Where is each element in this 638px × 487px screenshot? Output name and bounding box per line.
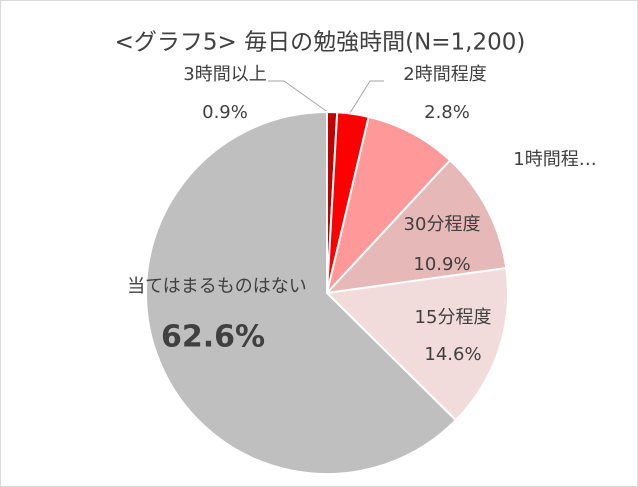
value-label: 62.6%	[161, 320, 265, 355]
pie-slice	[325, 115, 452, 297]
pie-slice	[145, 110, 458, 475]
chart-title: <グラフ5> 毎日の勉強時間(N=1,200)	[115, 30, 526, 56]
category-label: 当てはまるものはない	[127, 276, 307, 297]
category-label: 3時間以上	[183, 64, 266, 85]
category-label: 30分程度	[404, 214, 481, 235]
category-label: 1時間程…	[513, 149, 596, 170]
category-label: 15分程度	[415, 307, 492, 328]
leader-line	[349, 80, 384, 114]
category-label: 2時間程度	[403, 64, 486, 85]
value-label: 2.8%	[424, 102, 470, 123]
leader-line	[268, 80, 330, 114]
value-label: 14.6%	[424, 344, 481, 365]
pie-slice	[324, 158, 508, 295]
pie-slice	[324, 266, 509, 422]
value-label: 10.9%	[413, 254, 470, 275]
value-label: 0.9%	[202, 102, 248, 123]
